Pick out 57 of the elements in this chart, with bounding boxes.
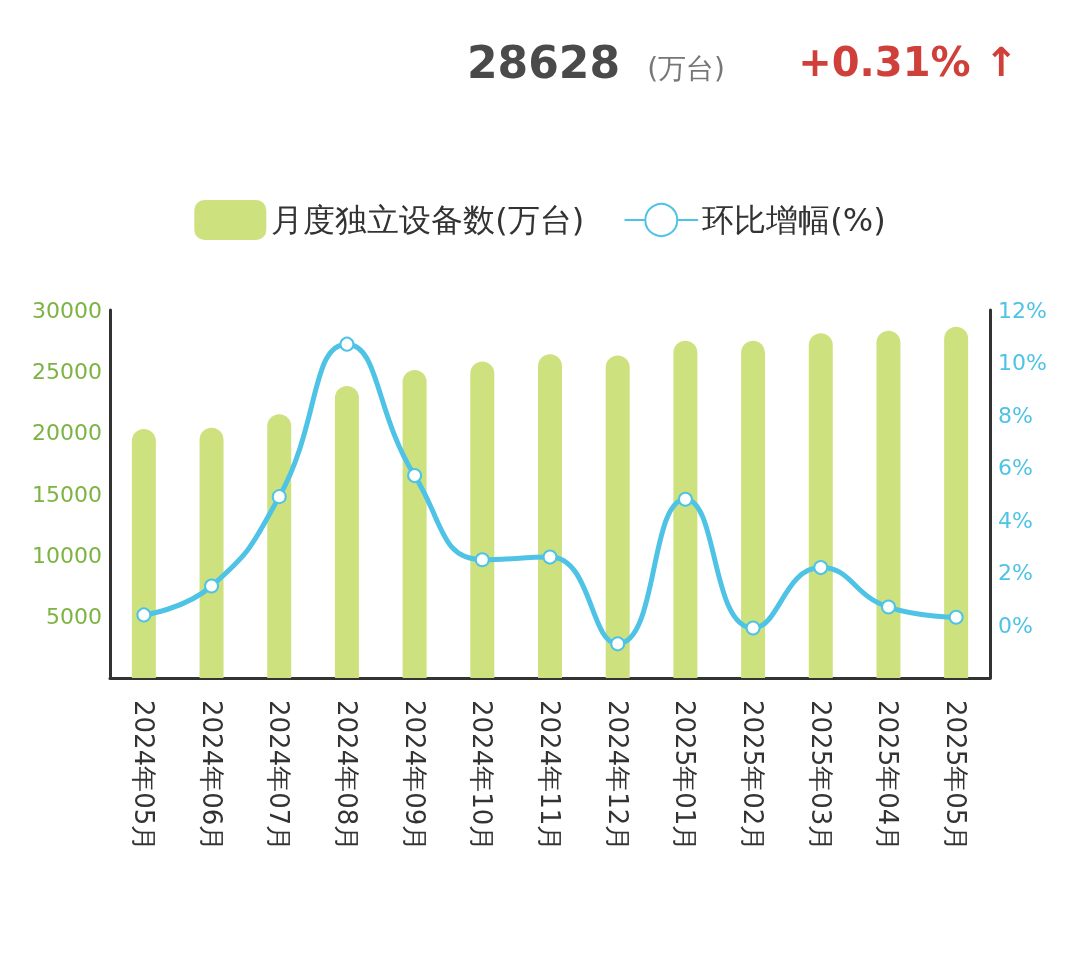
x-tick-label: 2024年11月 [535, 700, 565, 852]
point [204, 578, 220, 594]
point [542, 549, 558, 565]
bar [538, 354, 562, 678]
point [407, 468, 423, 484]
y2-tick-label: 6% [998, 455, 1033, 481]
bar [470, 361, 495, 678]
y2-tick-label: 4% [998, 507, 1033, 533]
y-tick-label: 15000 [32, 481, 102, 507]
point [813, 560, 829, 576]
y-tick-label: 10000 [32, 542, 102, 568]
y2-tick-label: 10% [998, 350, 1047, 376]
point [474, 552, 490, 568]
x-tick-label: 2025年05月 [941, 700, 972, 852]
y2-tick-label: 8% [998, 402, 1033, 428]
x-tick-label: 2024年07月 [264, 700, 295, 852]
bar [267, 414, 292, 678]
point [271, 489, 287, 505]
bar [402, 370, 427, 678]
point [948, 609, 964, 625]
y2-tick-label: 12% [998, 297, 1047, 323]
legend-label: 环比增幅(%) [702, 201, 886, 239]
y2-tick-label: 2% [998, 560, 1033, 586]
y-tick-label: 30000 [32, 297, 102, 323]
x-tick-label: 2024年10月 [467, 700, 498, 852]
point [745, 620, 761, 636]
bar [605, 355, 630, 678]
x-tick-label: 2025年01月 [670, 700, 701, 852]
point [677, 491, 693, 507]
y-tick-label: 20000 [32, 420, 102, 446]
y2-tick-label: 0% [998, 612, 1033, 638]
x-tick-label: 2024年06月 [196, 700, 227, 852]
x-tick-label: 2025年02月 [738, 700, 769, 852]
text: 28628 [466, 36, 620, 88]
bar [334, 386, 359, 678]
bar [944, 326, 969, 678]
bar [808, 333, 833, 678]
y-tick-label: 25000 [32, 358, 102, 384]
point [339, 336, 355, 352]
legend-label: 月度独立设备数(万台) [271, 201, 585, 239]
x-tick-label: 2024年08月 [331, 700, 362, 852]
bar [741, 340, 766, 678]
point [880, 599, 896, 615]
x-tick-label: 2024年12月 [602, 700, 633, 852]
x-tick-label: 2024年09月 [399, 700, 430, 852]
x-tick-label: 2024年05月 [128, 700, 159, 852]
bar [199, 427, 224, 678]
y-tick-label: 5000 [46, 604, 102, 630]
bar [876, 330, 901, 678]
text: +0.31% ↑ [798, 39, 1019, 85]
point [136, 607, 152, 623]
bar [673, 340, 698, 678]
x-tick-label: 2025年03月 [805, 700, 836, 852]
x-tick-label: 2025年04月 [873, 700, 904, 852]
point [610, 636, 626, 652]
bar [131, 428, 156, 678]
text: (万台) [647, 51, 726, 85]
